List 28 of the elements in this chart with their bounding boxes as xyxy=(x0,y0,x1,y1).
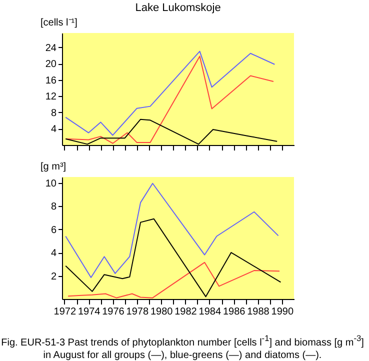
line-series xyxy=(65,218,282,298)
x-tick-label: 1990 xyxy=(271,306,294,318)
x-tick-label: 1976 xyxy=(102,306,125,318)
y-tick-label: 24 xyxy=(45,42,57,54)
y-tick-label: 6 xyxy=(50,224,57,236)
y-tick-label: 8 xyxy=(50,108,57,119)
y-axis-title: [cells l⁻¹] xyxy=(40,18,78,28)
y-tick-label: 4 xyxy=(50,248,57,260)
x-tick-label: 1972 xyxy=(54,306,76,318)
y-tick-label: 8 xyxy=(50,202,57,213)
x-tick-label: 1986 xyxy=(222,306,246,318)
y-axis-title: [g m³] xyxy=(40,162,66,172)
line-series xyxy=(68,262,280,298)
y-tick-label: 20 xyxy=(45,59,57,70)
y-tick-label: 10 xyxy=(45,178,57,190)
x-tick-label: 1988 xyxy=(247,306,270,318)
y-tick-label: 16 xyxy=(45,75,57,86)
x-tick-label: 1974 xyxy=(78,306,101,318)
x-tick-label: 1984 xyxy=(198,306,222,318)
x-tick-label: 1978 xyxy=(126,306,149,318)
line-series xyxy=(65,182,279,278)
x-tick-label: 1982 xyxy=(174,306,198,318)
y-tick-label: 12 xyxy=(45,92,57,103)
x-tick-label: 1980 xyxy=(150,306,174,318)
y-tick-label: 4 xyxy=(50,124,57,136)
y-tick-label: 2 xyxy=(50,271,57,282)
text: Fig. EUR-51-3 Past trends of phytoplankton number [cells l$^{-1}$] and biomass [g m$^{-3}$] in August for all groups (—), blue-greens (—) and diatoms (—). xyxy=(1,333,364,361)
chart-title: Lake Lukomskoje xyxy=(135,2,221,14)
